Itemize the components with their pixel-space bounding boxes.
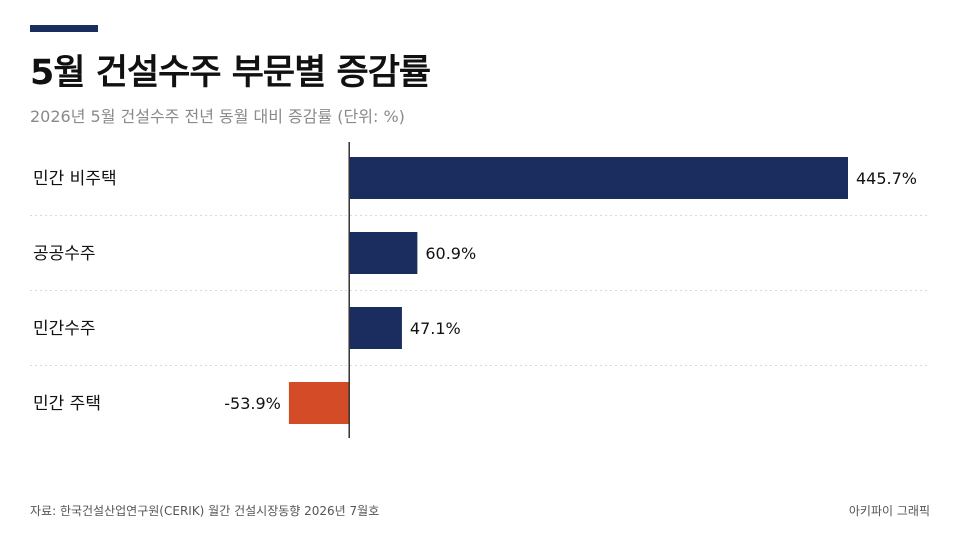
credit-note: 아키파이 그래픽 <box>848 504 930 518</box>
bar <box>349 232 418 274</box>
category-label: 민간 주택 <box>33 394 101 414</box>
value-label: 47.1% <box>410 319 461 338</box>
chart-subtitle: 2026년 5월 건설수주 전년 동월 대비 증감률 (단위: %) <box>30 107 405 126</box>
chart-title: 5월 건설수주 부문별 증감률 <box>30 53 431 93</box>
value-label: 445.7% <box>856 169 917 188</box>
category-label: 민간 비주택 <box>33 169 117 189</box>
value-label: -53.9% <box>224 394 281 413</box>
bar <box>349 307 402 349</box>
bar <box>288 382 350 424</box>
title-accent-bar <box>30 25 98 32</box>
category-label: 공공수주 <box>33 244 96 264</box>
bar <box>349 157 848 199</box>
value-label: 60.9% <box>425 244 476 263</box>
category-label: 민간수주 <box>33 319 96 339</box>
source-note: 자료: 한국건설산업연구원(CERIK) 월간 건설시장동향 2026년 7월호 <box>30 504 380 518</box>
